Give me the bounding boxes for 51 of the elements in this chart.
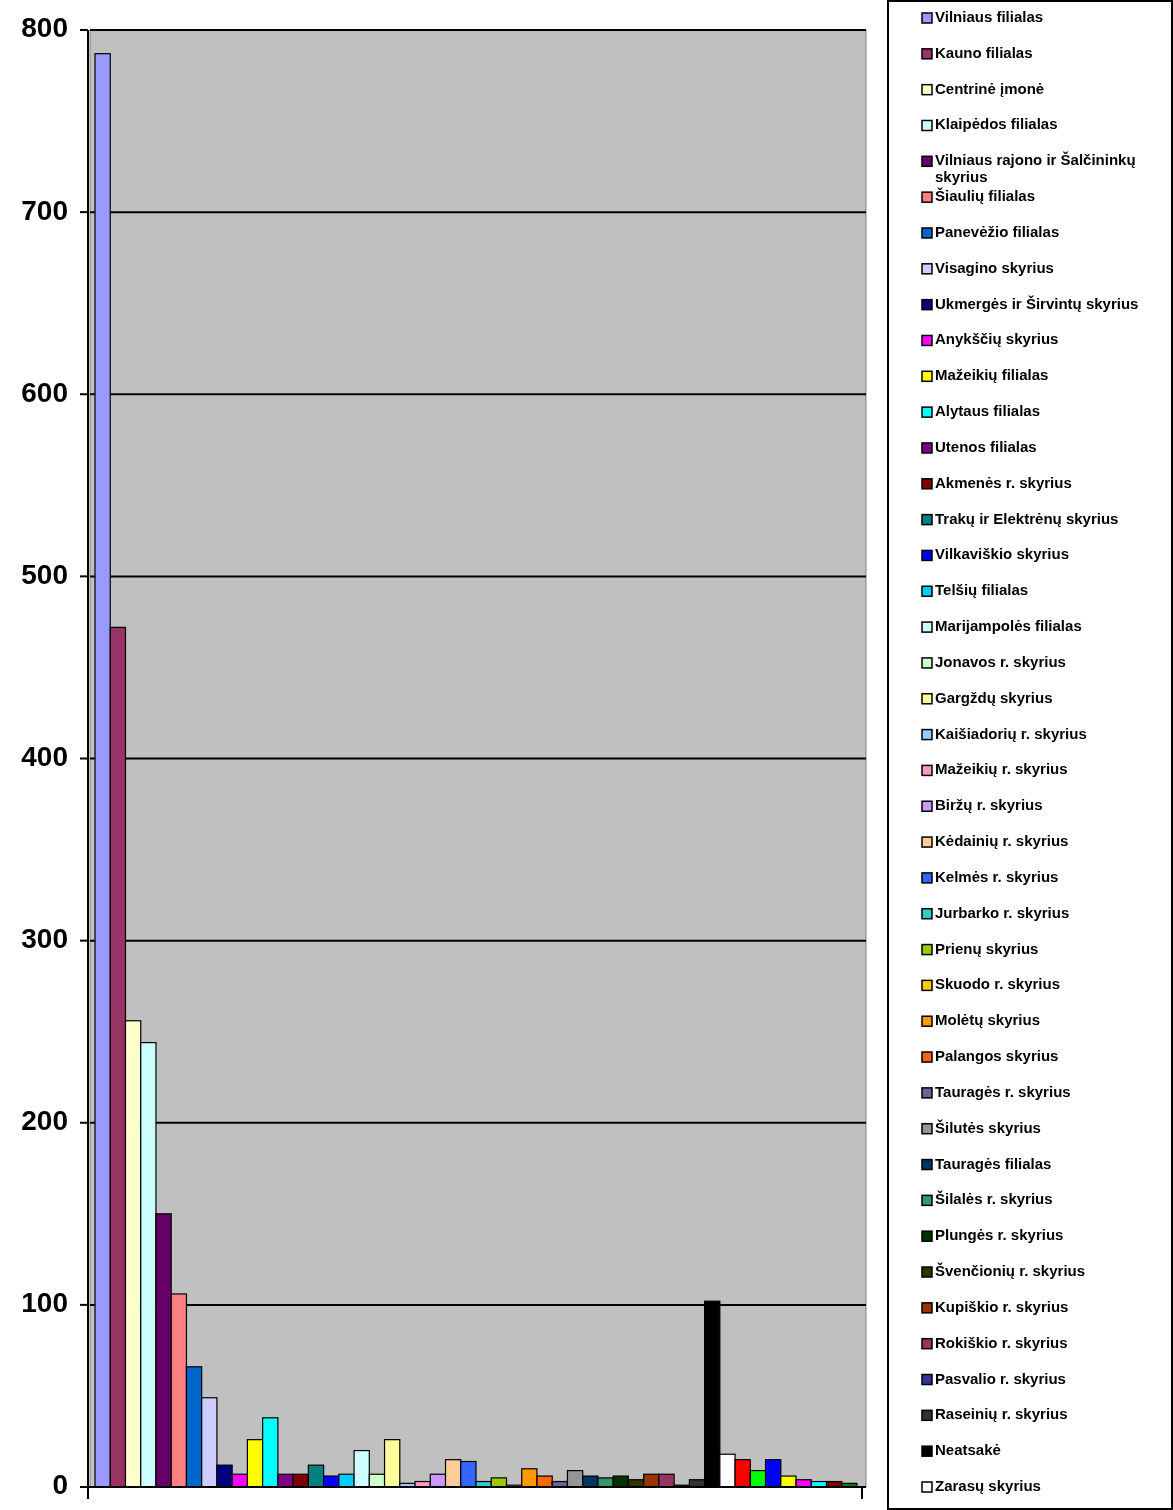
- legend-label: Kupiškio r. skyrius: [935, 1297, 1069, 1315]
- legend-label: Gargždų skyrius: [935, 688, 1053, 706]
- legend-label: Anykščių skyrius: [935, 330, 1059, 348]
- legend-label: Kauno filialas: [935, 43, 1033, 61]
- legend-label: Trakų ir Elektrėnų skyrius: [935, 509, 1119, 527]
- legend-label: Kelmės r. skyrius: [935, 867, 1059, 885]
- y-tick-label: 500: [21, 558, 68, 590]
- legend-label: Ukmergės ir Širvintų skyrius: [935, 294, 1139, 312]
- legend-label: Palangos skyrius: [935, 1047, 1059, 1065]
- legend-label: Raseinių r. skyrius: [935, 1405, 1068, 1423]
- legend-label: Vilniaus filialas: [935, 7, 1044, 25]
- legend-label: Mažeikių filialas: [935, 366, 1049, 384]
- legend-label: Šilutės skyrius: [935, 1118, 1041, 1136]
- legend-label: Jurbarko r. skyrius: [935, 903, 1070, 921]
- legend-label: Marijampolės filialas: [935, 617, 1082, 635]
- legend-label: Tauragės r. skyrius: [935, 1082, 1071, 1100]
- legend-label: Tauragės filialas: [935, 1154, 1052, 1172]
- legend-label: Prienų skyrius: [935, 939, 1039, 957]
- legend-label: Šilalės r. skyrius: [935, 1190, 1053, 1208]
- legend-label: Šiaulių filialas: [935, 187, 1036, 205]
- legend-label: Skuodo r. skyrius: [935, 975, 1061, 993]
- y-tick-label: 0: [52, 1469, 68, 1501]
- y-tick-label: 100: [21, 1287, 68, 1319]
- y-tick-label: 200: [21, 1105, 68, 1137]
- legend-label: Neatsakė: [935, 1441, 1001, 1459]
- legend-label: Panevėžio filialas: [935, 222, 1060, 240]
- y-tick-label: 300: [21, 923, 68, 955]
- legend-label: Molėtų skyrius: [935, 1011, 1041, 1029]
- legend-label: Akmenės r. skyrius: [935, 473, 1072, 491]
- legend-label: Alytaus filialas: [935, 402, 1041, 420]
- legend-label: Mažeikių r. skyrius: [935, 760, 1068, 778]
- y-tick-label: 600: [21, 376, 68, 408]
- legend-label: Jonavos r. skyrius: [935, 652, 1066, 670]
- legend-label: Klaipėdos filialas: [935, 115, 1058, 133]
- legend-label: Telšių filialas: [935, 581, 1029, 599]
- y-tick-label: 700: [21, 194, 68, 226]
- legend-label: Centrinė įmonė: [935, 79, 1045, 97]
- legend-label: Plungės r. skyrius: [935, 1226, 1064, 1244]
- legend-label: Rokiškio r. skyrius: [935, 1333, 1068, 1351]
- legend-label: Biržų r. skyrius: [935, 796, 1043, 814]
- legend-label: Visagino skyrius: [935, 258, 1054, 276]
- legend-label: Švenčionių r. skyrius: [935, 1261, 1086, 1279]
- y-tick-label: 400: [21, 740, 68, 772]
- legend-label: Vilniaus rajono ir Šalčininkų skyrius: [935, 151, 1136, 186]
- legend-label: Kėdainių r. skyrius: [935, 832, 1069, 850]
- legend-label: Zarasų skyrius: [935, 1476, 1041, 1494]
- legend-label: Vilkaviškio skyrius: [935, 545, 1069, 563]
- y-tick-label: 800: [21, 12, 68, 44]
- legend-label: Utenos filialas: [935, 437, 1037, 455]
- legend-label: Kaišiadorių r. skyrius: [935, 724, 1087, 742]
- legend-label: Pasvalio r. skyrius: [935, 1369, 1066, 1387]
